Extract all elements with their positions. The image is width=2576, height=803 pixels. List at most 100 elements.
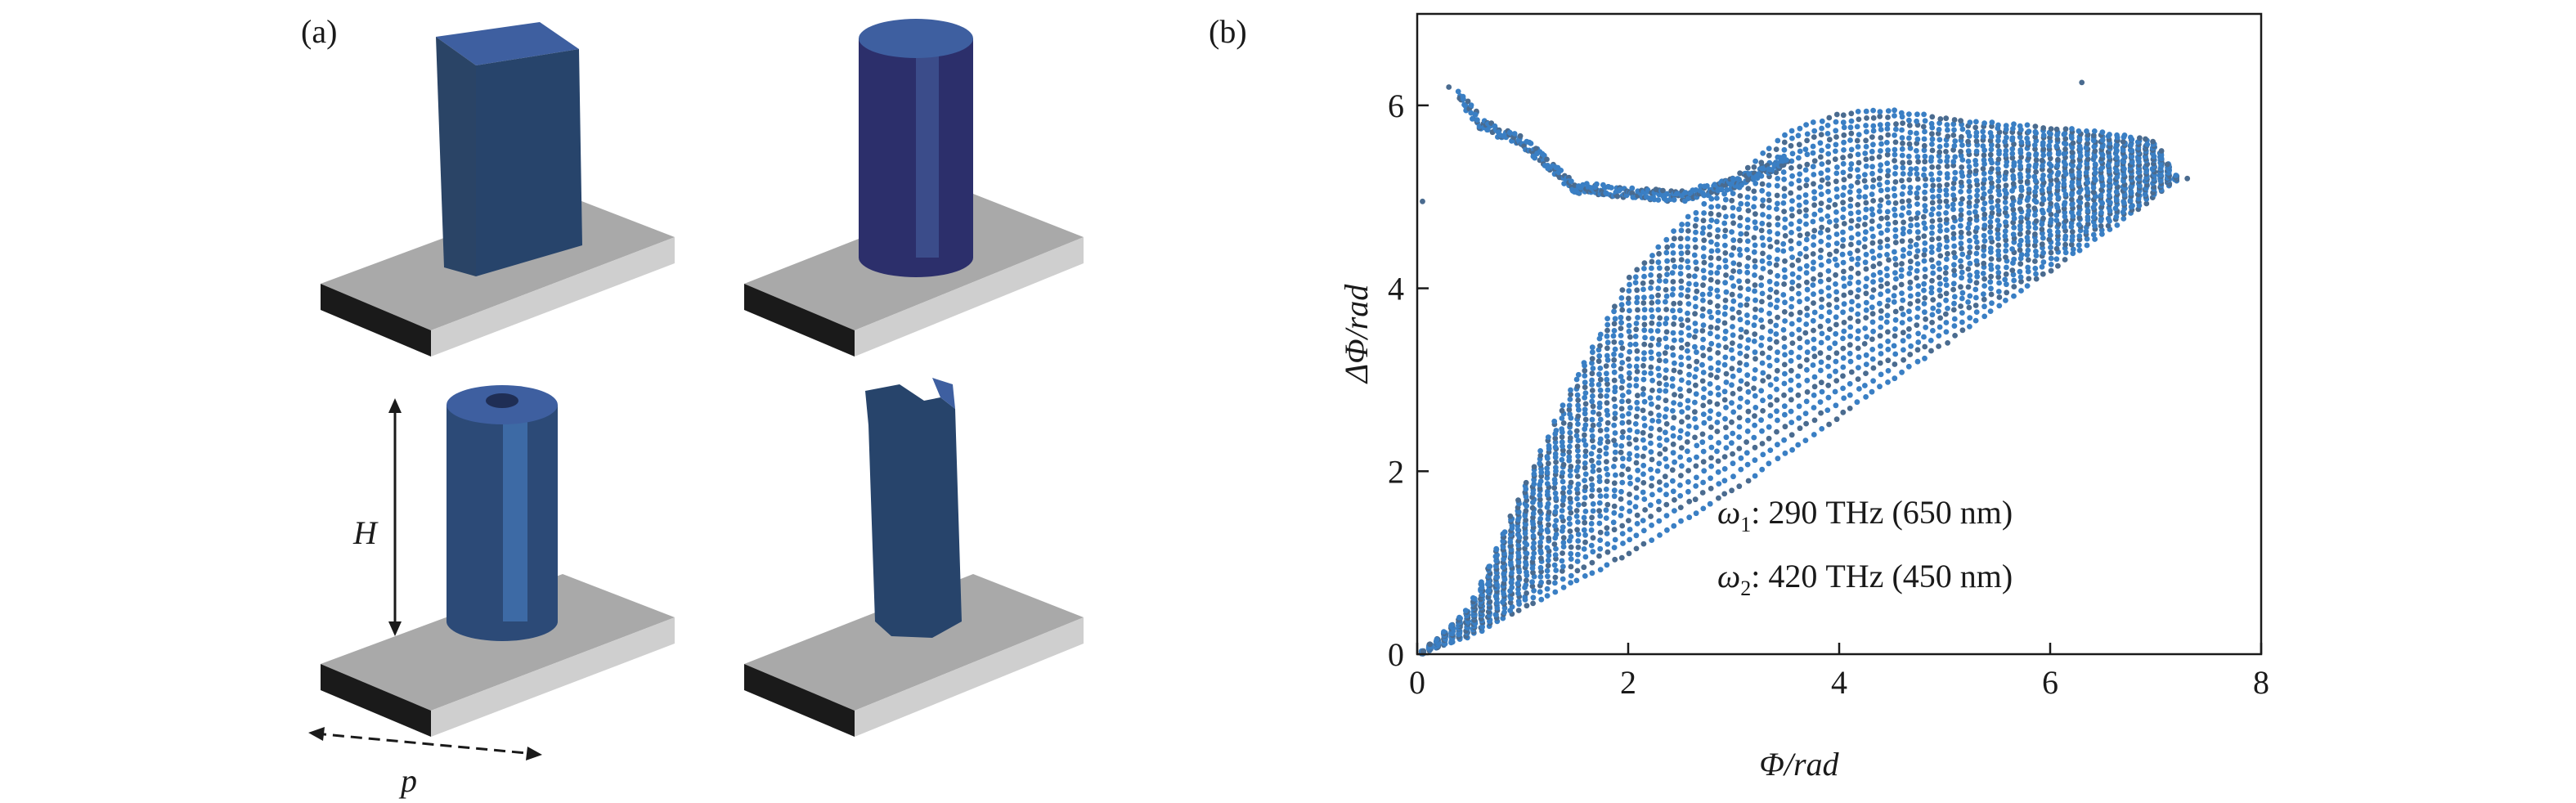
data-point-31 <box>1649 537 1655 543</box>
data-point-3553 <box>1796 141 1802 148</box>
data-point-3828 <box>1470 115 1475 122</box>
data-point-1770 <box>1560 490 1566 496</box>
data-point-2632 <box>1840 192 1847 199</box>
data-point-3575 <box>1959 126 1966 132</box>
data-point-2186 <box>1589 427 1595 433</box>
data-point-2439 <box>1936 187 1943 194</box>
data-point-2505 <box>1663 321 1669 326</box>
data-point-834 <box>1494 599 1500 606</box>
data-point-1291 <box>1826 302 1833 308</box>
data-point-3656 <box>1795 132 1802 139</box>
data-point-896 <box>1951 272 1958 278</box>
data-point-3364 <box>1921 136 1928 142</box>
data-point-581 <box>1906 316 1913 322</box>
data-point-1148 <box>1531 550 1537 556</box>
data-point-546 <box>1649 482 1654 489</box>
data-point-1809 <box>1847 250 1853 257</box>
data-point-4095 <box>1704 183 1710 189</box>
data-point-1922 <box>1921 220 1928 227</box>
data-point-2516 <box>1745 254 1752 261</box>
data-point-1179 <box>1759 350 1766 357</box>
data-point-76 <box>1981 313 1988 320</box>
data-point-3078 <box>2092 148 2098 155</box>
data-point-2020 <box>1885 221 1892 227</box>
data-point-2409 <box>1714 287 1721 294</box>
data-point-1079 <box>1781 343 1788 350</box>
data-point-1479 <box>1692 374 1699 380</box>
data-point-3570 <box>1920 123 1927 130</box>
data-point-2236 <box>1959 196 1965 202</box>
data-point-3803 <box>2121 132 2128 138</box>
data-point-807 <box>2055 229 2061 236</box>
data-point-790 <box>1928 289 1935 296</box>
data-point-2867 <box>2055 156 2061 163</box>
data-point-1314 <box>1995 231 2001 237</box>
data-point-79 <box>2003 298 2008 303</box>
data-point-1413 <box>1967 237 1972 244</box>
data-point-2748 <box>1936 170 1943 177</box>
data-point-2910 <box>1611 351 1617 357</box>
cylinder-pillar <box>744 19 1084 357</box>
data-point-38 <box>1700 505 1707 512</box>
data-point-23 <box>1589 570 1595 576</box>
data-point-984 <box>1841 320 1847 325</box>
data-point-1978 <box>1575 459 1582 464</box>
data-point-264 <box>1847 381 1853 387</box>
data-point-2630 <box>1826 197 1833 204</box>
data-point-1178 <box>1752 356 1758 362</box>
data-point-2734 <box>1833 186 1840 192</box>
data-point-2321 <box>1826 219 1833 225</box>
data-point-2936 <box>1803 182 1810 189</box>
data-point-1874 <box>1567 473 1573 479</box>
data-point-1269 <box>1662 414 1668 420</box>
data-point-2529 <box>1840 200 1847 206</box>
data-point-236 <box>1640 518 1646 523</box>
data-point-3526 <box>1597 343 1603 349</box>
data-point-2809 <box>1627 334 1633 340</box>
data-point-57 <box>1840 409 1847 415</box>
data-point-2931 <box>1766 204 1772 211</box>
data-point-2509 <box>1692 295 1699 301</box>
data-point-710 <box>2098 209 2104 216</box>
data-point-2093 <box>1662 350 1668 357</box>
data-point-786 <box>1898 305 1905 312</box>
data-point-1880 <box>1612 415 1618 421</box>
data-point-3773 <box>1898 110 1905 116</box>
data-point-2647 <box>1952 176 1958 182</box>
data-point-967 <box>1714 401 1721 407</box>
data-point-2865 <box>2039 157 2045 164</box>
data-point-1798 <box>1766 294 1773 300</box>
data-point-2909 <box>1603 363 1609 369</box>
data-point-447 <box>1678 473 1684 478</box>
data-point-851 <box>1619 479 1626 486</box>
data-point-1932 <box>1995 203 2001 209</box>
data-point-960 <box>1663 437 1670 443</box>
data-point-118 <box>1530 594 1537 601</box>
data-point-3216 <box>1589 370 1595 377</box>
data-point-570 <box>1825 363 1831 370</box>
data-point-323 <box>1524 590 1529 596</box>
data-point-3229 <box>1685 249 1691 256</box>
data-point-3227 <box>1672 263 1678 270</box>
data-point-1998 <box>1721 311 1728 317</box>
data-point-3355 <box>1854 137 1860 144</box>
data-point-909 <box>2047 228 2053 234</box>
data-point-3151 <box>1869 148 1875 155</box>
data-point-551 <box>1686 457 1693 463</box>
data-point-68 <box>1922 355 1928 361</box>
data-point-3634 <box>1632 274 1639 280</box>
data-point-550 <box>1679 463 1685 469</box>
data-point-3909 <box>1541 152 1547 159</box>
data-point-166 <box>1885 368 1892 374</box>
data-point-1727 <box>2002 209 2008 216</box>
data-point-3685 <box>2010 125 2016 132</box>
data-point-744 <box>1589 514 1595 521</box>
data-point-2610 <box>1676 300 1683 307</box>
data-point-1160 <box>1620 455 1626 462</box>
data-point-3655 <box>1789 135 1795 141</box>
data-point-343 <box>1670 488 1676 495</box>
data-point-1696 <box>1774 297 1780 303</box>
data-point-684 <box>1906 308 1912 315</box>
data-point-955 <box>1625 466 1631 473</box>
data-point-3663 <box>1848 118 1855 124</box>
